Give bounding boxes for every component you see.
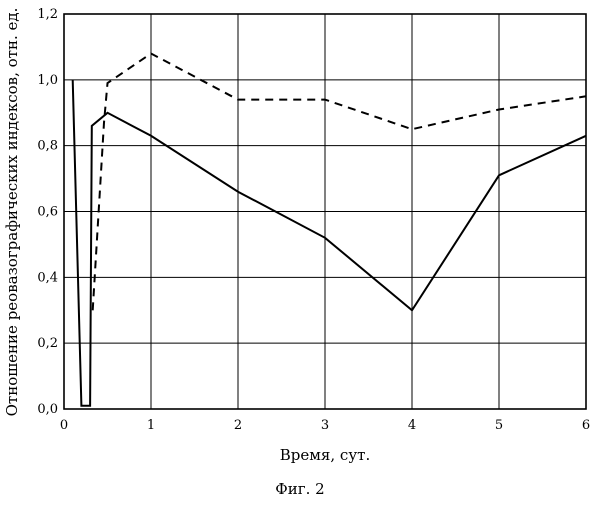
x-tick-label: 5 bbox=[495, 418, 503, 433]
series-layer bbox=[73, 54, 586, 406]
y-tick-label: 0,2 bbox=[37, 336, 58, 351]
x-tick-label: 0 bbox=[60, 418, 68, 433]
y-tick-labels: 0,0 0,2 0,4 0,6 0,8 1,0 1,2 bbox=[37, 7, 58, 417]
y-tick-label: 0,6 bbox=[37, 205, 58, 220]
x-tick-label: 2 bbox=[234, 418, 242, 433]
x-tick-label: 6 bbox=[582, 418, 590, 433]
y-tick-label: 0,8 bbox=[37, 139, 58, 154]
y-tick-label: 0,0 bbox=[37, 402, 58, 417]
figure-caption: Фиг. 2 bbox=[275, 480, 324, 498]
x-tick-labels: 0 1 2 3 4 5 6 bbox=[60, 418, 590, 433]
x-tick-label: 1 bbox=[147, 418, 155, 433]
series-line-solid bbox=[73, 80, 586, 406]
y-tick-label: 0,4 bbox=[37, 270, 58, 285]
y-tick-label: 1,0 bbox=[37, 73, 58, 88]
y-tick-label: 1,2 bbox=[37, 7, 58, 22]
y-axis-label: Отношение реовазографических индексов, о… bbox=[3, 8, 21, 417]
x-axis-label: Время, сут. bbox=[280, 446, 370, 464]
series-line-dashed bbox=[93, 54, 586, 311]
x-tick-label: 3 bbox=[321, 418, 329, 433]
x-tick-label: 4 bbox=[408, 418, 416, 433]
grid bbox=[64, 14, 586, 409]
